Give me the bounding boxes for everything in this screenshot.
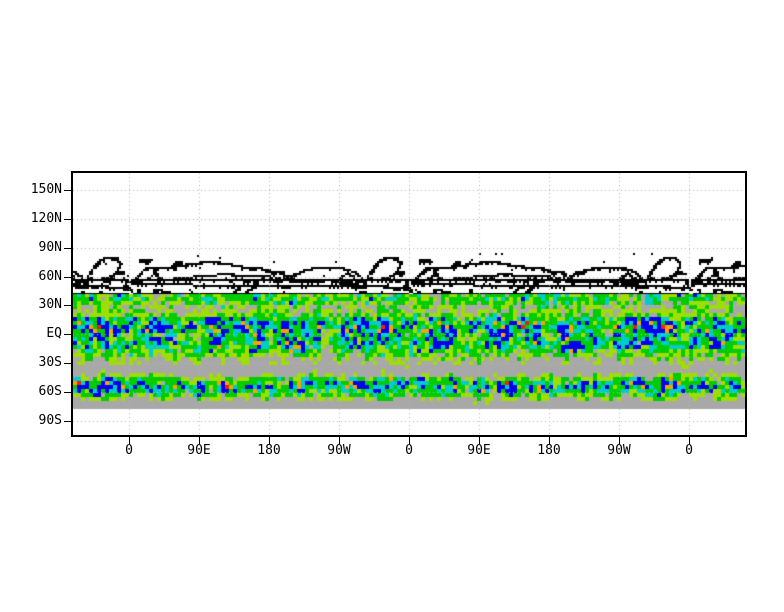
y-tick-label-60n: 60N	[38, 268, 62, 284]
y-tick-label-150n: 150N	[30, 182, 62, 198]
x-tick-mark-5	[479, 437, 480, 444]
y-tick-mark-eq	[64, 334, 71, 335]
y-tick-mark-150n	[64, 190, 71, 191]
x-tick-mark-7	[619, 437, 620, 444]
x-tick-label-6: 180	[537, 443, 561, 458]
y-tick-label-90s: 90S	[38, 412, 62, 428]
x-tick-label-3: 90W	[327, 443, 351, 458]
x-tick-label-1: 90E	[187, 443, 211, 458]
x-tick-label-4: 0	[405, 443, 413, 458]
y-tick-mark-120n	[64, 219, 71, 220]
x-tick-mark-8	[689, 437, 690, 444]
y-tick-label-60s: 60S	[38, 383, 62, 399]
data-raster	[73, 173, 745, 435]
y-tick-mark-60n	[64, 277, 71, 278]
y-tick-mark-90n	[64, 248, 71, 249]
x-tick-mark-0	[129, 437, 130, 444]
y-tick-mark-60s	[64, 392, 71, 393]
y-tick-label-120n: 120N	[30, 211, 62, 227]
x-tick-label-7: 90W	[607, 443, 631, 458]
x-tick-mark-3	[339, 437, 340, 444]
x-tick-mark-4	[409, 437, 410, 444]
x-tick-label-8: 0	[685, 443, 693, 458]
x-tick-label-2: 180	[257, 443, 281, 458]
y-tick-label-30n: 30N	[38, 297, 62, 313]
x-tick-mark-6	[549, 437, 550, 444]
x-tick-label-0: 0	[125, 443, 133, 458]
y-tick-mark-30n	[64, 305, 71, 306]
x-tick-mark-2	[269, 437, 270, 444]
y-tick-mark-90s	[64, 421, 71, 422]
y-tick-mark-30s	[64, 363, 71, 364]
y-tick-label-30s: 30S	[38, 355, 62, 371]
x-tick-label-5: 90E	[467, 443, 491, 458]
plot-area[interactable]	[71, 171, 747, 437]
y-tick-label-eq: EQ	[46, 326, 62, 342]
x-tick-mark-1	[199, 437, 200, 444]
y-tick-label-90n: 90N	[38, 239, 62, 255]
y-axis-tick-labels: 150N 120N 90N 60N 30N EQ 30S 60S 90S	[0, 0, 62, 612]
